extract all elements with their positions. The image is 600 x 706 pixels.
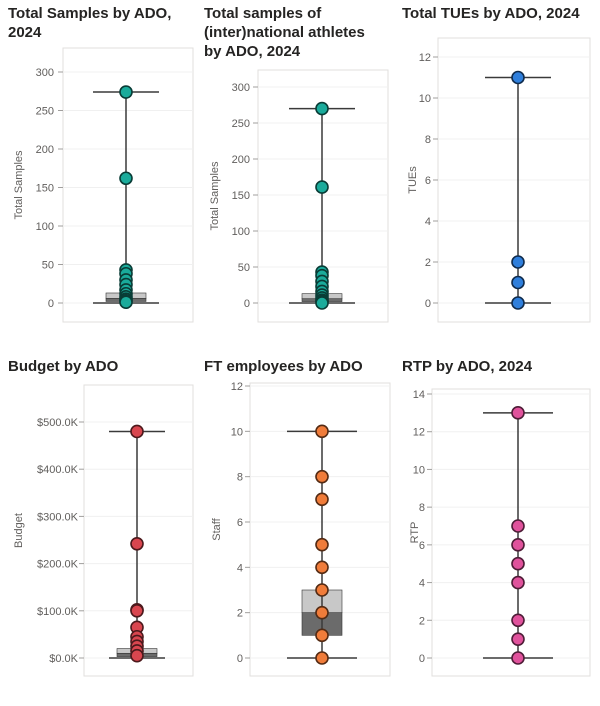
tick-label: 250	[232, 118, 250, 130]
tick-label: 2	[419, 615, 425, 627]
data-point	[511, 406, 525, 420]
chart-plot: 0 50 100 150 200 250 300 Total Samples	[13, 47, 194, 323]
y-axis-title: TUEs	[407, 166, 419, 194]
data-point	[315, 180, 329, 194]
plot-frame	[431, 388, 591, 677]
tick-label: 200	[232, 154, 250, 166]
tick-label: 300	[36, 67, 54, 79]
tick-label: 0	[48, 298, 54, 310]
y-axis-title: Total Samples	[13, 150, 25, 220]
y-axis-title: Budget	[13, 513, 25, 548]
chart-plot: 0 2 4 6 8 10 12 Staff	[211, 381, 391, 677]
data-point	[315, 492, 329, 507]
data-point	[119, 295, 133, 310]
tick-label: 200	[36, 144, 54, 156]
tick-label: 100	[36, 221, 54, 233]
tick-label: $0.0K	[49, 653, 78, 665]
data-point	[511, 538, 525, 552]
chart-plot: 0 50 100 150 200 250 300 Total Samples	[209, 69, 389, 323]
data-point	[315, 424, 329, 439]
y-axis-title: Total Samples	[209, 161, 221, 231]
tick-label: 10	[413, 464, 425, 476]
tick-label: 2	[237, 608, 243, 620]
data-point	[511, 296, 525, 310]
data-point	[315, 560, 329, 575]
data-point	[315, 296, 329, 310]
data-point	[315, 583, 329, 597]
tick-label: 10	[419, 93, 431, 105]
tick-label: 12	[413, 427, 425, 439]
chart-total-tues: Total TUEs by ADO, 2024 0 2 4 6 8 10 12 TUEs	[400, 0, 600, 340]
tick-label: 4	[425, 216, 431, 228]
chart-budget: Budget by ADO $0.0K $100.0K $200.0K $300.0K…	[0, 345, 200, 706]
tick-label: 8	[419, 502, 425, 514]
data-point	[511, 275, 525, 290]
chart-title: Total Samples by ADO, 2024	[8, 5, 172, 41]
tick-label: 50	[42, 260, 54, 272]
data-point	[511, 613, 525, 628]
data-point	[511, 70, 525, 85]
tick-label: 12	[231, 381, 243, 393]
data-point	[511, 632, 525, 646]
tick-label: 250	[36, 106, 54, 118]
chart-rtp: RTP by ADO, 2024 0 2 4 6 8 10 12 14 RTP	[400, 345, 600, 706]
chart-total-samples: Total Samples by ADO, 2024 0 50 100 150 200 2…	[0, 0, 200, 340]
chart-plot: 0 2 4 6 8 10 12 14 RTP	[409, 388, 591, 677]
tick-label: 2	[425, 257, 431, 269]
chart-title: Total TUEs by ADO, 2024	[402, 5, 580, 22]
data-point	[315, 537, 329, 552]
tick-label: 150	[232, 190, 250, 202]
tick-label: 14	[413, 389, 425, 401]
tick-label: $100.0K	[37, 606, 79, 618]
tick-label: 6	[425, 175, 431, 187]
data-point	[130, 648, 144, 663]
chart-plot: 0 2 4 6 8 10 12 TUEs	[407, 37, 591, 323]
chart-ft-employees: FT employees by ADO 0 2 4 6 8 10 12 Staff	[200, 345, 400, 706]
tick-label: 0	[244, 298, 250, 310]
chart-title: RTP by ADO, 2024	[402, 358, 533, 375]
data-point	[130, 424, 144, 439]
tick-label: 8	[237, 472, 243, 484]
tick-label: 300	[232, 82, 250, 94]
chart-title: FT employees by ADO	[204, 358, 363, 375]
data-point	[511, 575, 525, 590]
tick-label: 4	[419, 578, 425, 590]
data-point	[511, 519, 525, 533]
tick-label: 12	[419, 52, 431, 64]
data-point	[130, 536, 144, 551]
y-axis-title: Staff	[211, 517, 223, 540]
data-point	[315, 469, 329, 484]
tick-label: 0	[237, 653, 243, 665]
tick-label: 10	[231, 426, 243, 438]
y-axis-title: RTP	[409, 522, 421, 544]
data-point	[315, 628, 329, 643]
tick-label: 0	[425, 298, 431, 310]
data-point	[315, 101, 329, 116]
data-point	[119, 85, 133, 99]
chart-intl-samples: Total samples of (inter)national athlete…	[200, 0, 400, 340]
chart-plot: $0.0K $100.0K $200.0K $300.0K $400.0K $500.0K…	[13, 384, 194, 677]
tick-label: 50	[238, 262, 250, 274]
tick-label: $200.0K	[37, 559, 79, 571]
tick-label: 0	[419, 653, 425, 665]
data-point	[119, 171, 133, 186]
tick-label: 6	[237, 517, 243, 529]
tick-label: 4	[237, 562, 243, 574]
data-point	[315, 605, 329, 620]
tick-label: $300.0K	[37, 511, 79, 523]
data-point	[315, 651, 329, 665]
tick-label: 150	[36, 183, 54, 195]
data-point	[511, 556, 525, 571]
tick-label: 8	[425, 134, 431, 146]
tick-label: 6	[419, 540, 425, 552]
tick-label: 100	[232, 226, 250, 238]
tick-label: $400.0K	[37, 464, 79, 476]
chart-title: Budget by ADO	[8, 358, 119, 375]
tick-label: $500.0K	[37, 417, 79, 429]
data-point	[130, 603, 144, 618]
data-point	[511, 255, 525, 269]
chart-title: Total samples of (inter)national athlete…	[204, 5, 365, 60]
data-point	[511, 651, 525, 665]
